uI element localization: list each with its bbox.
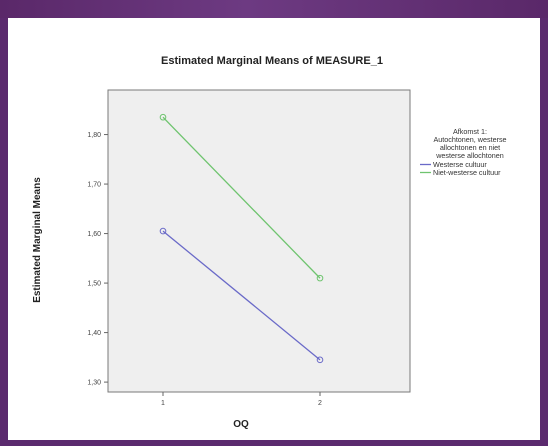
y-axis: 1,30 1,40 1,50 1,60 1,70 1,80 (87, 132, 108, 387)
legend-label: Westerse cultuur (433, 160, 487, 169)
legend-title: Autochtonen, westerse (433, 135, 506, 144)
header-band (0, 0, 548, 18)
data-point (159, 227, 167, 235)
x-tick-label: 1 (161, 400, 165, 407)
y-tick-label: 1,40 (87, 330, 101, 337)
x-axis-label: OQ (233, 419, 249, 430)
data-point (316, 274, 324, 282)
legend: Afkomst 1:Autochtonen, westerseallochton… (420, 127, 507, 177)
legend-title: westerse allochtonen (435, 151, 504, 160)
legend-title: Afkomst 1: (453, 127, 487, 136)
legend-label: Niet-westerse cultuur (433, 168, 501, 177)
y-tick-label: 1,50 (87, 281, 101, 288)
y-tick-label: 1,80 (87, 132, 101, 139)
chart-title: Estimated Marginal Means of MEASURE_1 (161, 55, 383, 67)
y-tick-label: 1,60 (87, 231, 101, 238)
legend-title: allochtonen en niet (440, 143, 500, 152)
plot-area (107, 89, 411, 393)
series-line-2 (162, 116, 321, 279)
data-point (316, 356, 324, 364)
y-tick-label: 1,30 (87, 380, 101, 387)
y-axis-label: Estimated Marginal Means (32, 177, 43, 303)
series-line-1 (162, 230, 321, 361)
series-lines (159, 113, 324, 364)
x-tick-label: 2 (318, 400, 322, 407)
y-tick-label: 1,70 (87, 182, 101, 189)
data-point (159, 113, 167, 121)
